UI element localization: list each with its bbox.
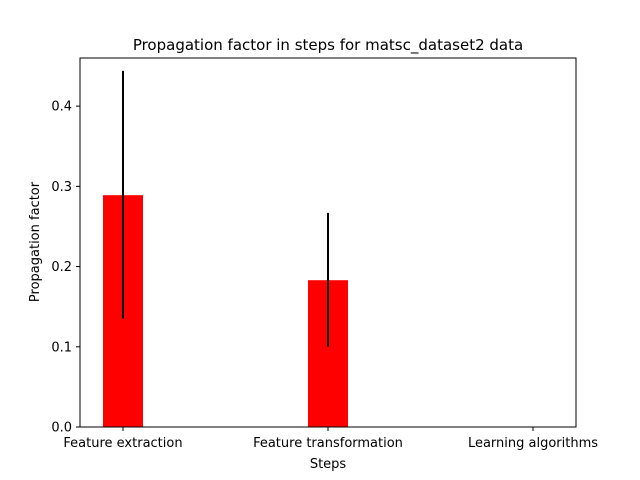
x-tick-label: Feature transformation <box>253 436 403 451</box>
plot-area: 0.0 0.1 0.2 0.3 0.4 Feature extraction Feature… <box>51 70 598 451</box>
y-tick-label: 0.1 <box>51 340 72 355</box>
x-axis-label: Steps <box>310 457 347 472</box>
x-tick-label: Learning algorithms <box>468 436 598 451</box>
y-tick-label: 0.3 <box>51 180 72 195</box>
chart-title: Propagation factor in steps for matsc_da… <box>133 36 523 55</box>
y-tick-label: 0.0 <box>51 421 72 436</box>
y-axis-label: Propagation factor <box>28 181 43 302</box>
y-tick-label: 0.4 <box>51 100 72 115</box>
plot-frame <box>79 57 577 428</box>
x-tick-label: Feature extraction <box>63 436 182 451</box>
y-tick-label: 0.2 <box>51 260 72 275</box>
